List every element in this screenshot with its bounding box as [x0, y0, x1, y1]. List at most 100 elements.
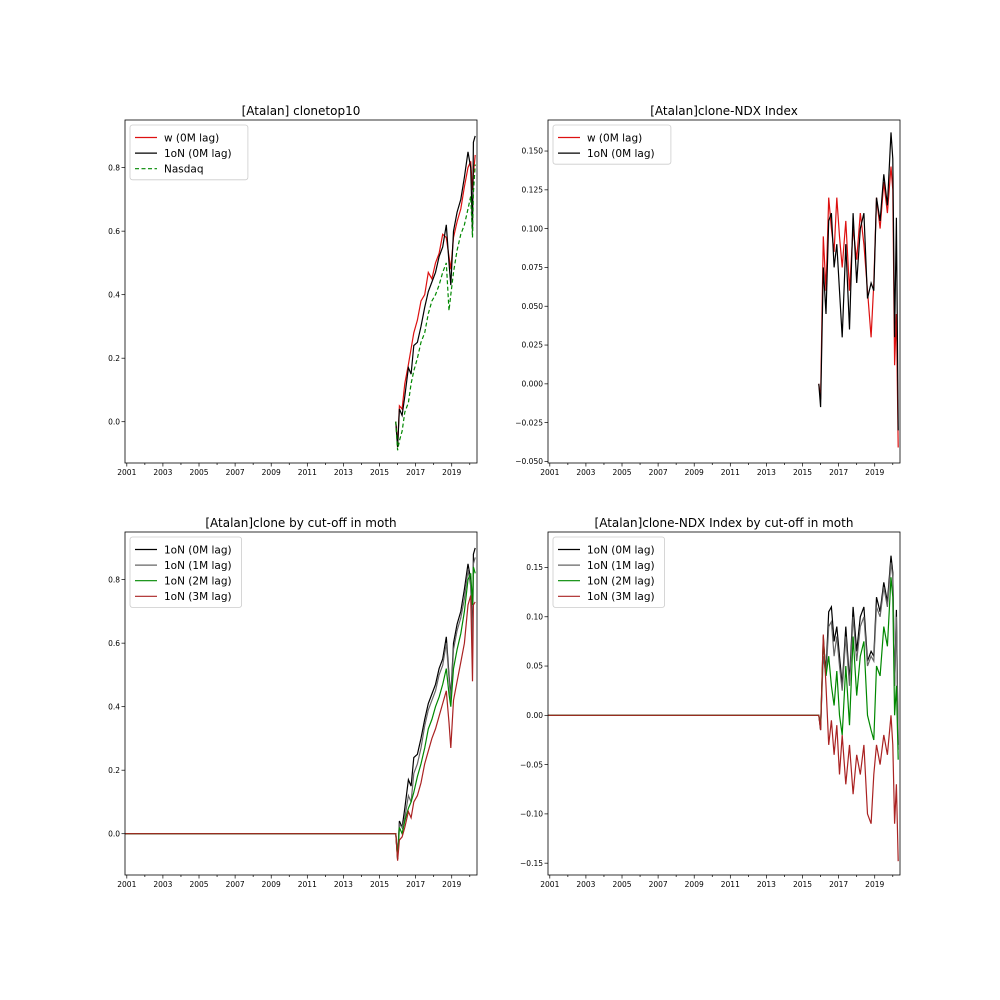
x-tick-label: 2017 [406, 880, 425, 889]
series-line [548, 577, 899, 760]
legend-label: 1oN (2M lag) [164, 576, 232, 588]
x-tick-label: 2009 [262, 468, 281, 477]
x-tick-label: 2001 [117, 468, 136, 477]
chart-title: [Atalan]clone by cut-off in moth [205, 516, 396, 530]
x-tick-label: 2005 [612, 880, 631, 889]
x-tick-label: 2009 [685, 468, 704, 477]
axes-frame [547, 531, 901, 876]
axes-frame [547, 119, 901, 464]
x-tick-label: 2007 [226, 880, 245, 889]
x-tick-label: 2011 [721, 468, 740, 477]
y-tick-label: 0.2 [108, 354, 120, 363]
x-tick-label: 2013 [757, 468, 776, 477]
y-tick-label: 0.15 [526, 563, 543, 572]
x-tick-label: 2015 [793, 880, 812, 889]
x-tick-label: 2003 [576, 880, 595, 889]
y-tick-label: 0.0 [108, 829, 120, 838]
x-tick-label: 2015 [793, 468, 812, 477]
x-tick-label: 2001 [540, 880, 559, 889]
y-tick-label: 0.0 [108, 417, 120, 426]
x-tick-label: 2001 [117, 880, 136, 889]
y-tick-label: 0.000 [522, 380, 544, 389]
y-tick-label: 0.075 [522, 263, 544, 272]
series-line [395, 154, 476, 448]
y-tick-label: −0.050 [515, 457, 543, 466]
y-tick-label: −0.025 [515, 418, 543, 427]
x-tick-label: 2019 [442, 880, 461, 889]
x-tick-label: 2015 [370, 468, 389, 477]
legend-label: Nasdaq [164, 164, 204, 176]
series-line [125, 566, 476, 860]
legend-box [552, 124, 672, 165]
legend-label: 1oN (2M lag) [587, 576, 655, 588]
legend-label: 1oN (1M lag) [164, 560, 232, 572]
chart-panel-4: [Atalan]clone-NDX Index by cut-off in mo… [520, 516, 901, 889]
legend-label: 1oN (0M lag) [587, 544, 655, 556]
x-tick-label: 2005 [612, 468, 631, 477]
series-line [125, 595, 476, 861]
x-tick-label: 2011 [298, 468, 317, 477]
x-tick-label: 2009 [685, 880, 704, 889]
series-line [395, 135, 476, 448]
legend-label: 1oN (3M lag) [164, 591, 232, 603]
legend-label: 1oN (0M lag) [164, 544, 232, 556]
legend-label: 1oN (1M lag) [587, 560, 655, 572]
x-tick-label: 2003 [576, 468, 595, 477]
axes-frame [124, 119, 478, 464]
legend-label: 1oN (3M lag) [587, 591, 655, 603]
x-tick-label: 2013 [757, 880, 776, 889]
y-tick-label: −0.10 [520, 810, 543, 819]
chart-title: [Atalan]clone-NDX Index by cut-off in mo… [595, 516, 854, 530]
chart-title: [Atalan] clonetop10 [242, 104, 361, 118]
x-tick-label: 2015 [370, 880, 389, 889]
x-tick-label: 2007 [226, 468, 245, 477]
y-tick-label: 0.050 [522, 302, 544, 311]
y-tick-label: 0.00 [526, 711, 543, 720]
x-tick-label: 2011 [721, 880, 740, 889]
x-tick-label: 2013 [334, 880, 353, 889]
y-tick-label: 0.4 [108, 702, 120, 711]
y-tick-label: −0.05 [520, 760, 543, 769]
chart-panel-3: [Atalan]clone by cut-off in moth 2001 200… [108, 516, 478, 889]
legend-label: 1oN (0M lag) [587, 148, 655, 160]
legend-box [129, 124, 249, 181]
x-tick-label: 2019 [865, 468, 884, 477]
x-tick-label: 2003 [153, 468, 172, 477]
chart-panel-1: [Atalan] clonetop10 2001 2003 2005 2007 2009… [108, 104, 478, 477]
x-tick-label: 2017 [829, 880, 848, 889]
chart-title: [Atalan]clone-NDX Index [650, 104, 798, 118]
x-tick-label: 2005 [189, 880, 208, 889]
legend-box [552, 536, 665, 608]
y-tick-label: 0.10 [526, 612, 543, 621]
x-tick-label: 2017 [406, 468, 425, 477]
y-tick-label: 0.2 [108, 766, 120, 775]
y-tick-label: 0.8 [108, 575, 120, 584]
series-line [125, 547, 476, 860]
legend-label: w (0M lag) [164, 132, 219, 144]
x-tick-label: 2019 [442, 468, 461, 477]
y-tick-label: 0.125 [522, 186, 544, 195]
y-tick-label: 0.025 [522, 341, 544, 350]
x-tick-label: 2019 [865, 880, 884, 889]
legend-box [129, 536, 242, 608]
y-tick-label: 0.6 [108, 639, 120, 648]
x-tick-label: 2007 [649, 468, 668, 477]
x-tick-label: 2013 [334, 468, 353, 477]
series-line [395, 164, 476, 451]
y-tick-label: −0.15 [520, 859, 543, 868]
y-tick-label: 0.8 [108, 163, 120, 172]
series-line [125, 557, 476, 856]
y-tick-label: 0.6 [108, 227, 120, 236]
series-line [818, 166, 899, 448]
legend-label: w (0M lag) [587, 132, 642, 144]
x-tick-label: 2007 [649, 880, 668, 889]
y-tick-label: 0.100 [522, 224, 544, 233]
y-tick-label: 0.05 [526, 662, 543, 671]
x-tick-label: 2009 [262, 880, 281, 889]
x-tick-label: 2003 [153, 880, 172, 889]
y-tick-label: 0.150 [522, 147, 544, 156]
x-tick-label: 2005 [189, 468, 208, 477]
series-line [548, 562, 899, 750]
axes-frame [124, 531, 478, 876]
